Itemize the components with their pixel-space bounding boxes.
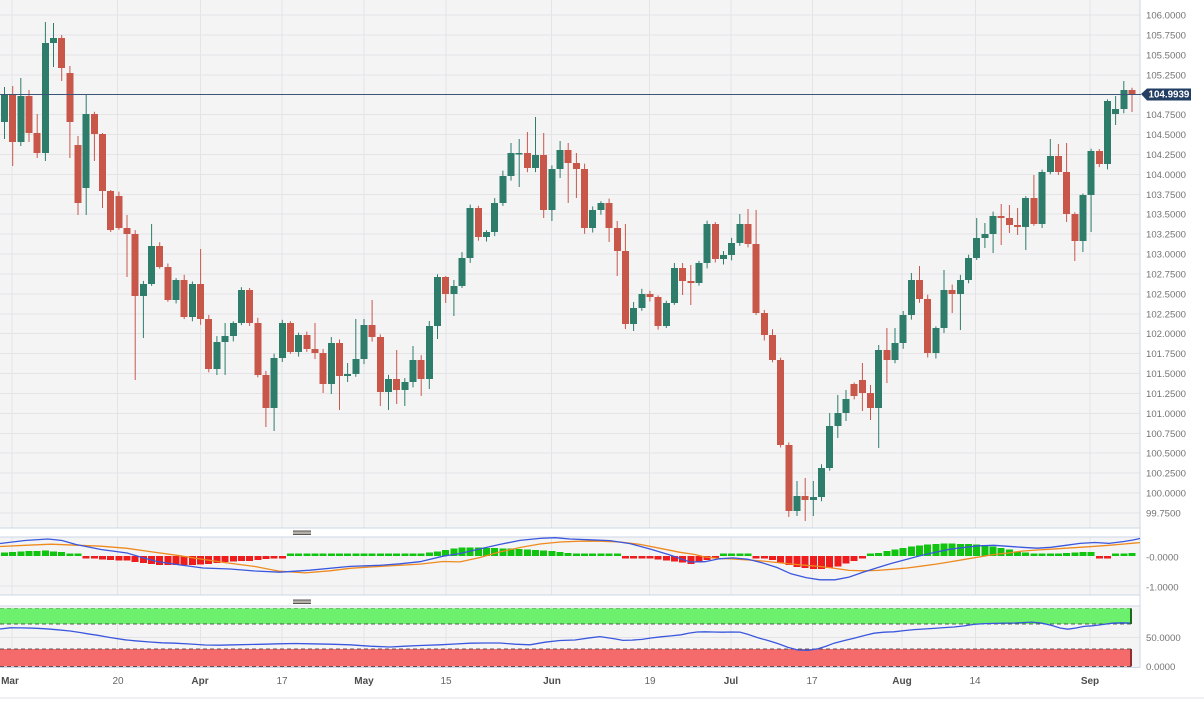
svg-text:Sep: Sep — [1081, 676, 1099, 687]
svg-text:20: 20 — [112, 676, 124, 687]
svg-text:103.5000: 103.5000 — [1146, 210, 1186, 221]
svg-text:May: May — [354, 676, 374, 687]
svg-text:101.2500: 101.2500 — [1146, 389, 1186, 400]
svg-text:102.0000: 102.0000 — [1146, 329, 1186, 340]
svg-text:100.5000: 100.5000 — [1146, 449, 1186, 460]
svg-text:17: 17 — [276, 676, 288, 687]
svg-text:17: 17 — [806, 676, 818, 687]
svg-text:15: 15 — [440, 676, 452, 687]
svg-text:106.0000: 106.0000 — [1146, 11, 1186, 22]
svg-text:102.5000: 102.5000 — [1146, 289, 1186, 300]
svg-text:Apr: Apr — [191, 676, 208, 687]
svg-text:105.5000: 105.5000 — [1146, 50, 1186, 61]
svg-text:102.7500: 102.7500 — [1146, 270, 1186, 281]
svg-text:Jun: Jun — [543, 676, 561, 687]
svg-text:101.7500: 101.7500 — [1146, 349, 1186, 360]
svg-text:-1.0000: -1.0000 — [1146, 583, 1179, 594]
svg-text:101.5000: 101.5000 — [1146, 369, 1186, 380]
svg-text:105.7500: 105.7500 — [1146, 30, 1186, 41]
svg-text:103.2500: 103.2500 — [1146, 230, 1186, 241]
svg-text:99.7500: 99.7500 — [1146, 509, 1181, 520]
svg-text:104.9939: 104.9939 — [1149, 90, 1190, 101]
svg-text:50.0000: 50.0000 — [1146, 633, 1181, 644]
svg-text:103.7500: 103.7500 — [1146, 190, 1186, 201]
svg-text:Aug: Aug — [892, 676, 911, 687]
svg-text:105.2500: 105.2500 — [1146, 70, 1186, 81]
svg-text:Mar: Mar — [1, 676, 19, 687]
svg-text:102.2500: 102.2500 — [1146, 309, 1186, 320]
svg-text:101.0000: 101.0000 — [1146, 409, 1186, 420]
svg-text:104.7500: 104.7500 — [1146, 110, 1186, 121]
svg-text:104.0000: 104.0000 — [1146, 170, 1186, 181]
svg-text:-0.0000: -0.0000 — [1146, 553, 1179, 564]
svg-text:103.0000: 103.0000 — [1146, 250, 1186, 261]
svg-text:100.0000: 100.0000 — [1146, 489, 1186, 500]
svg-text:14: 14 — [969, 676, 981, 687]
svg-text:104.5000: 104.5000 — [1146, 130, 1186, 141]
svg-text:Jul: Jul — [724, 676, 739, 687]
svg-text:100.7500: 100.7500 — [1146, 429, 1186, 440]
svg-text:104.2500: 104.2500 — [1146, 150, 1186, 161]
svg-text:19: 19 — [644, 676, 656, 687]
svg-text:100.2500: 100.2500 — [1146, 469, 1186, 480]
svg-text:0.0000: 0.0000 — [1146, 662, 1175, 673]
